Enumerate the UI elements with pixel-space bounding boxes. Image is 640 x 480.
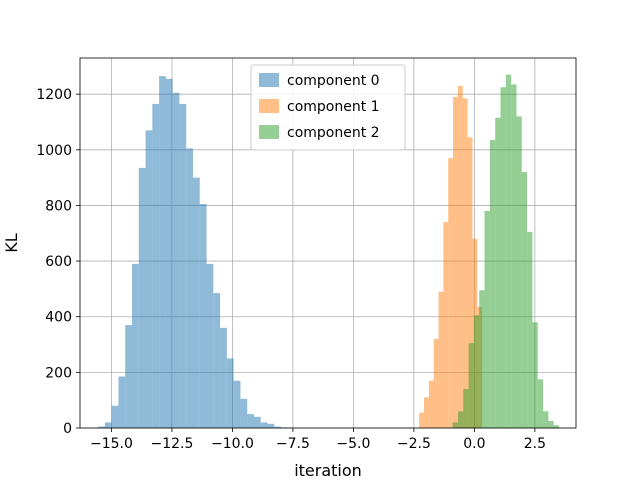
histogram-bar — [453, 96, 458, 429]
histogram-bar — [199, 204, 207, 428]
histogram-bar — [206, 263, 214, 428]
legend-swatch — [259, 73, 279, 87]
histogram-bar — [548, 421, 554, 428]
histogram-bar — [428, 380, 434, 428]
histogram-bar — [479, 290, 485, 428]
y-tick-label: 200 — [45, 365, 72, 381]
y-tick-label: 1000 — [36, 143, 72, 159]
x-tick-label: −7.5 — [276, 436, 310, 452]
legend-box — [250, 64, 406, 151]
histogram-bar — [104, 422, 112, 428]
histogram-bar — [457, 411, 464, 428]
histogram-bar — [172, 92, 180, 428]
y-tick-label: 600 — [45, 254, 72, 270]
histogram-bar — [516, 116, 522, 428]
histogram-bar — [505, 74, 512, 429]
histogram-bar — [118, 376, 126, 428]
histogram-bar — [226, 358, 234, 428]
axis-ticks: −15.0 −12.5 −10.0 −7.5 −5.0 −2.5 0.0 2.5 0 200 400… — [36, 87, 546, 452]
histogram-bar — [553, 425, 560, 428]
histogram-bar — [448, 158, 454, 428]
histogram-bar — [433, 338, 439, 428]
histogram-bar — [452, 422, 458, 428]
histogram-bar — [145, 130, 153, 429]
x-tick-label: −10.0 — [211, 436, 254, 452]
histogram-bar — [457, 85, 463, 428]
histogram-bar — [247, 414, 254, 428]
y-tick-label: 1200 — [36, 87, 72, 103]
histogram-bar — [500, 87, 506, 429]
histogram-bars — [98, 74, 560, 429]
histogram-bar — [159, 76, 166, 429]
histogram-bar — [267, 423, 275, 428]
legend-swatch — [259, 99, 279, 113]
histogram-bar — [521, 172, 528, 428]
series-2-bars — [452, 74, 560, 429]
y-axis-label: KL — [2, 233, 21, 252]
histogram-bar — [213, 293, 221, 428]
histogram-bar — [165, 78, 173, 429]
x-tick-label: −2.5 — [397, 436, 431, 452]
histogram-bar — [419, 412, 425, 428]
series-0-bars — [98, 76, 288, 429]
y-tick-label: 800 — [45, 198, 72, 214]
histogram-bar — [186, 148, 193, 429]
histogram-bar — [253, 416, 261, 428]
histogram-bar — [463, 389, 469, 428]
histogram-bar — [240, 398, 248, 428]
histogram-bar — [543, 411, 549, 428]
legend-label: component 0 — [287, 73, 380, 89]
legend-label: component 2 — [287, 125, 380, 141]
histogram-bar — [537, 379, 544, 428]
histogram-bar — [192, 177, 200, 428]
legend: component 0 component 1 component 2 — [250, 64, 406, 151]
x-tick-label: 2.5 — [524, 436, 546, 452]
histogram-bar — [152, 103, 160, 428]
histogram-bar — [511, 84, 517, 428]
histogram-bar — [98, 426, 105, 428]
histogram-bar — [468, 343, 474, 428]
x-tick-label: −5.0 — [336, 436, 370, 452]
histogram-bar — [125, 325, 133, 428]
histogram-bar — [495, 117, 501, 429]
histogram-bar — [424, 397, 429, 428]
plot-frame — [79, 57, 577, 429]
y-tick-label: 400 — [45, 310, 72, 326]
histogram-bar — [260, 422, 268, 428]
histogram-bar — [527, 231, 533, 428]
histogram-bar — [532, 322, 538, 428]
histogram-bar — [443, 222, 449, 428]
histogram-bar — [233, 380, 241, 428]
legend-label: component 1 — [287, 99, 380, 115]
histogram-bar — [467, 137, 473, 429]
x-axis-label: iteration — [294, 461, 362, 480]
histogram-bar — [438, 291, 444, 428]
histogram-bar — [220, 327, 227, 428]
x-tick-label: −12.5 — [150, 436, 193, 452]
x-tick-label: 0.0 — [463, 436, 485, 452]
histogram-bar — [132, 263, 139, 428]
histogram-bar — [179, 103, 187, 428]
histogram-bar — [111, 405, 119, 428]
histogram-bar — [462, 98, 468, 428]
histogram-bar — [473, 315, 480, 428]
histogram-bar — [484, 211, 490, 428]
histogram-bar — [138, 167, 146, 429]
legend-swatch — [259, 125, 279, 139]
histogram-bar — [489, 140, 496, 428]
y-tick-label: 0 — [63, 421, 72, 437]
x-tick-label: −15.0 — [90, 436, 133, 452]
histogram-bar — [274, 426, 282, 428]
